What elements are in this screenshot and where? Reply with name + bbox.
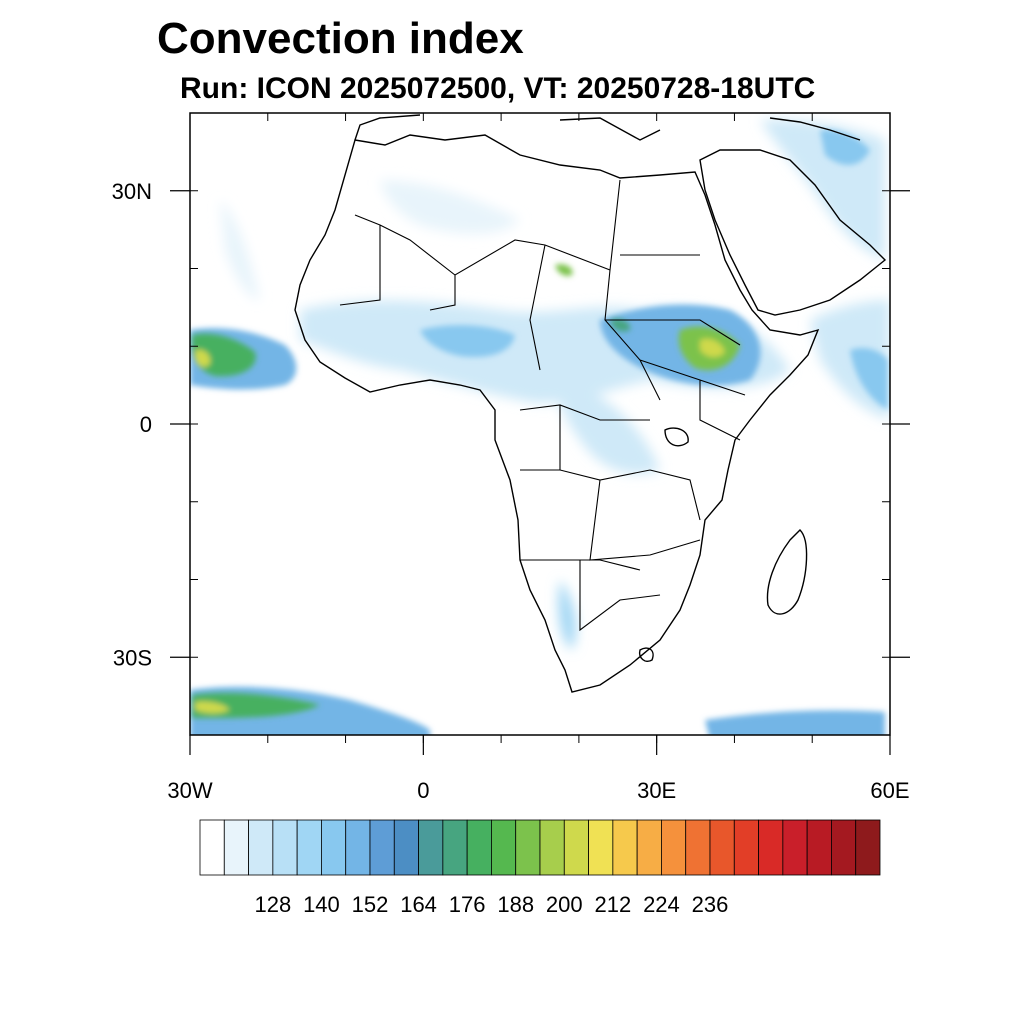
arabia-outline <box>699 149 887 316</box>
map-title: Convection index <box>157 14 524 63</box>
madagascar-outline <box>766 529 808 615</box>
colorbar-swatch <box>515 819 541 876</box>
colorbar-swatch <box>733 819 759 876</box>
colorbar-swatch <box>612 819 638 876</box>
colorbar-swatch <box>563 819 589 876</box>
colorbar-swatch <box>782 819 808 876</box>
colorbar-swatch <box>248 819 274 876</box>
colorbar-swatch <box>442 819 468 876</box>
map-subtitle: Run: ICON 2025072500, VT: 20250728-18UTC <box>180 72 816 105</box>
colorbar-label: 128 <box>254 892 291 917</box>
lon-tick-label: 60E <box>870 778 909 803</box>
colorbar-swatch <box>709 819 735 876</box>
colorbar-label: 140 <box>303 892 340 917</box>
colorbar-swatch <box>418 819 444 876</box>
africa-outline <box>294 134 820 693</box>
colorbar-swatch <box>223 819 249 876</box>
lat-tick-label: 30N <box>112 179 152 204</box>
colorbar-swatch <box>345 819 371 876</box>
axis-group: 30N 0 30S 30W 0 30E 60E <box>112 112 910 803</box>
borders <box>339 179 746 632</box>
colorbar-label: 164 <box>400 892 437 917</box>
lake-victoria <box>664 427 689 447</box>
colorbar-swatch <box>588 819 614 876</box>
colorbar-swatch <box>685 819 711 876</box>
colorbar-swatch <box>661 819 687 876</box>
colorbar-swatch <box>393 819 419 876</box>
lon-tick-label: 0 <box>417 778 429 803</box>
lon-tick-label: 30E <box>637 778 676 803</box>
colorbar-label: 236 <box>692 892 729 917</box>
colorbar-swatch <box>272 819 298 876</box>
colorbar-swatch <box>466 819 492 876</box>
colorbar-swatch <box>369 819 395 876</box>
lat-tick-label: 30S <box>113 645 152 670</box>
colorbar-swatch <box>636 819 662 876</box>
coastlines <box>294 114 887 693</box>
colorbar-label: 176 <box>449 892 486 917</box>
convection-field <box>190 119 890 735</box>
map-frame <box>189 112 891 736</box>
colorbar-swatch <box>855 819 881 876</box>
colorbar-swatch <box>199 819 225 876</box>
colorbar-swatch <box>758 819 784 876</box>
convection-high-layer <box>192 264 740 718</box>
colorbar-label: 188 <box>497 892 534 917</box>
colorbar-swatch <box>491 819 517 876</box>
colorbar: 128 140 152 164 176 188 200 212 224 236 <box>199 819 881 917</box>
colorbar-swatch <box>539 819 565 876</box>
colorbar-label: 152 <box>352 892 389 917</box>
colorbar-label: 212 <box>594 892 631 917</box>
europe-coast <box>354 114 861 141</box>
lat-tick-label: 0 <box>140 412 152 437</box>
convection-low-layer <box>220 119 890 650</box>
colorbar-label: 200 <box>546 892 583 917</box>
lon-tick-label: 30W <box>167 778 212 803</box>
colorbar-swatch <box>321 819 347 876</box>
colorbar-swatch <box>806 819 832 876</box>
colorbar-swatch <box>296 819 322 876</box>
convection-mid-layer <box>190 129 888 735</box>
lesotho <box>638 647 654 662</box>
colorbar-swatch <box>831 819 857 876</box>
colorbar-label: 224 <box>643 892 680 917</box>
